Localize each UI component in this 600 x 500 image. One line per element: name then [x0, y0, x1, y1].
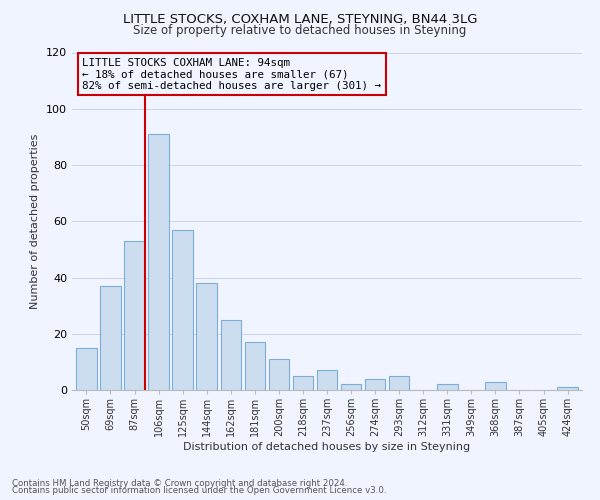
Bar — [196, 283, 217, 390]
Bar — [293, 376, 313, 390]
Bar — [365, 379, 385, 390]
Bar — [148, 134, 169, 390]
Text: Size of property relative to detached houses in Steyning: Size of property relative to detached ho… — [133, 24, 467, 37]
Bar — [437, 384, 458, 390]
Y-axis label: Number of detached properties: Number of detached properties — [31, 134, 40, 309]
Bar — [172, 230, 193, 390]
Bar — [221, 320, 241, 390]
Bar — [317, 370, 337, 390]
Bar — [100, 286, 121, 390]
Text: LITTLE STOCKS, COXHAM LANE, STEYNING, BN44 3LG: LITTLE STOCKS, COXHAM LANE, STEYNING, BN… — [123, 12, 477, 26]
Bar — [557, 387, 578, 390]
Bar — [269, 359, 289, 390]
Bar — [76, 348, 97, 390]
Text: Contains public sector information licensed under the Open Government Licence v3: Contains public sector information licen… — [12, 486, 386, 495]
Bar — [485, 382, 506, 390]
Bar — [341, 384, 361, 390]
Bar — [389, 376, 409, 390]
Bar — [245, 342, 265, 390]
Text: LITTLE STOCKS COXHAM LANE: 94sqm
← 18% of detached houses are smaller (67)
82% o: LITTLE STOCKS COXHAM LANE: 94sqm ← 18% o… — [82, 58, 381, 91]
Text: Contains HM Land Registry data © Crown copyright and database right 2024.: Contains HM Land Registry data © Crown c… — [12, 478, 347, 488]
X-axis label: Distribution of detached houses by size in Steyning: Distribution of detached houses by size … — [184, 442, 470, 452]
Bar — [124, 241, 145, 390]
